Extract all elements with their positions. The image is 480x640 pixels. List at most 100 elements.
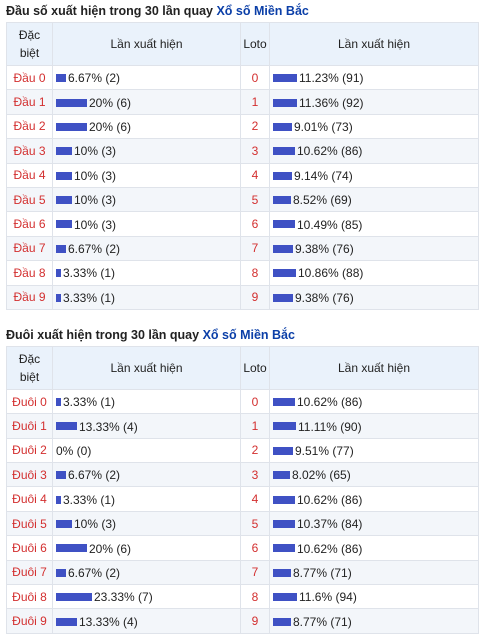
loto-frequency-bar [273,495,295,504]
row-label: Đầu 2 [6,113,53,140]
frequency-value: 13.33% (4) [79,614,138,629]
loto-frequency-cell: 11.23% (91) [269,64,479,91]
title-link-xsmb[interactable]: Xổ số Miền Bắc [202,327,295,342]
frequency-value: 0% (0) [56,443,92,458]
row-label: Đuôi 9 [6,608,53,634]
frequency-value: 3.33% (1) [63,290,116,305]
loto-frequency-value: 8.77% (71) [293,565,352,580]
loto-digit: 2 [240,437,270,464]
loto-frequency-cell: 8.77% (71) [269,608,479,634]
loto-frequency-value: 10.62% (86) [297,144,363,159]
loto-frequency-cell: 10.62% (86) [269,486,479,512]
frequency-bar [56,220,72,229]
stats-table-dau: Đặc biệt Lần xuất hiện Loto Lần xuất hiện… [6,22,479,310]
loto-frequency-value: 11.36% (92) [299,95,364,110]
frequency-cell: 10% (3) [52,162,241,188]
loto-digit: 8 [240,584,270,610]
frequency-cell: 13.33% (4) [52,413,241,439]
frequency-bar [56,171,72,180]
table-row: Đầu 5 10% (3) 5 8.52% (69) [6,186,479,213]
frequency-cell: 6.67% (2) [52,64,241,91]
frequency-cell: 23.33% (7) [52,584,241,610]
loto-frequency-cell: 10.62% (86) [269,138,479,164]
frequency-bar [56,617,77,626]
loto-frequency-cell: 9.14% (74) [269,162,479,188]
header-lan-xuat-hien-loto: Lần xuất hiện [269,22,479,66]
section-dau: Đầu số xuất hiện trong 30 lần quay Xổ số… [0,0,480,310]
loto-frequency-bar [273,220,295,229]
header-loto: Loto [240,22,270,66]
loto-digit: 4 [240,486,270,512]
row-label: Đầu 6 [6,211,53,237]
loto-frequency-bar [273,147,295,156]
frequency-cell: 10% (3) [52,186,241,213]
row-label: Đầu 5 [6,186,53,213]
loto-frequency-cell: 11.6% (94) [269,584,479,610]
loto-digit: 5 [240,510,270,537]
loto-frequency-value: 11.6% (94) [299,590,357,605]
table-row: Đuôi 4 3.33% (1) 4 10.62% (86) [6,486,479,512]
loto-frequency-bar [273,617,291,626]
loto-frequency-value: 10.37% (84) [297,516,363,531]
frequency-value: 20% (6) [89,95,132,110]
loto-frequency-cell: 9.38% (76) [269,235,479,262]
loto-digit: 3 [240,138,270,164]
loto-frequency-value: 10.49% (85) [297,217,363,232]
frequency-bar [56,398,61,407]
loto-frequency-cell: 8.77% (71) [269,559,479,586]
loto-frequency-value: 11.23% (91) [299,71,364,86]
title-text: Đuôi xuất hiện trong 30 lần quay [6,327,200,342]
frequency-value: 3.33% (1) [63,492,116,507]
row-label: Đuôi 7 [6,559,53,586]
frequency-cell: 10% (3) [52,138,241,164]
loto-frequency-cell: 8.52% (69) [269,186,479,213]
loto-frequency-cell: 9.38% (76) [269,284,479,310]
frequency-bar [56,122,87,131]
title-link-xsmb[interactable]: Xổ số Miền Bắc [216,4,309,18]
frequency-bar [56,495,61,504]
frequency-bar [56,74,66,83]
frequency-cell: 6.67% (2) [52,235,241,262]
table-row: Đuôi 9 13.33% (4) 9 8.77% (71) [6,608,479,634]
loto-frequency-cell: 11.36% (92) [269,89,479,115]
frequency-value: 13.33% (4) [79,419,138,434]
row-label: Đuôi 0 [6,388,53,415]
section-duoi: Đuôi xuất hiện trong 30 lần quay Xổ số M… [0,324,480,634]
frequency-value: 20% (6) [89,541,132,556]
frequency-cell: 6.67% (2) [52,462,241,488]
loto-digit: 6 [240,535,270,561]
section-title-dau: Đầu số xuất hiện trong 30 lần quay Xổ số… [0,0,480,22]
loto-digit: 9 [240,608,270,634]
loto-frequency-value: 8.52% (69) [293,193,352,208]
row-label: Đầu 1 [6,89,53,115]
loto-digit: 0 [240,64,270,91]
table-row: Đuôi 8 23.33% (7) 8 11.6% (94) [6,584,479,610]
frequency-value: 6.67% (2) [68,241,121,256]
title-text: Đầu số xuất hiện trong 30 lần quay [6,4,213,18]
frequency-bar [56,519,72,528]
loto-frequency-value: 8.02% (65) [292,468,351,483]
row-label: Đuôi 3 [6,462,53,488]
table-row: Đầu 1 20% (6) 1 11.36% (92) [6,89,479,115]
frequency-value: 6.67% (2) [68,565,121,580]
frequency-value: 10% (3) [74,516,117,531]
table-row: Đầu 3 10% (3) 3 10.62% (86) [6,138,479,164]
header-lan-xuat-hien: Lần xuất hiện [52,345,241,390]
loto-frequency-value: 9.01% (73) [294,119,353,134]
loto-digit: 7 [240,559,270,586]
frequency-cell: 13.33% (4) [52,608,241,634]
frequency-cell: 10% (3) [52,510,241,537]
row-label: Đầu 9 [6,284,53,310]
loto-digit: 4 [240,162,270,188]
loto-frequency-value: 10.86% (88) [298,266,364,281]
table-row: Đầu 2 20% (6) 2 9.01% (73) [6,113,479,140]
frequency-value: 23.33% (7) [94,590,153,605]
header-dac-biet: Đặc biệt [6,22,53,66]
frequency-value: 6.67% (2) [68,71,121,86]
loto-digit: 6 [240,211,270,237]
loto-frequency-cell: 10.37% (84) [269,510,479,537]
row-label: Đuôi 5 [6,510,53,537]
table-row: Đầu 0 6.67% (2) 0 11.23% (91) [6,64,479,91]
frequency-value: 10% (3) [74,193,117,208]
loto-frequency-bar [273,544,295,553]
